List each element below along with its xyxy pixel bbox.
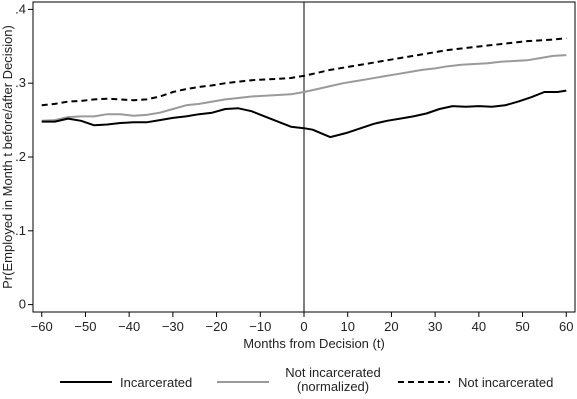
x-tick-label: −30	[162, 319, 184, 334]
y-axis: 0 .1 .2 .3 .4	[15, 1, 33, 312]
series-layer	[41, 37, 567, 139]
series-line-not-incarcerated-normalized	[41, 54, 567, 122]
x-tick-label: −60	[31, 319, 53, 334]
x-tick-label: 10	[340, 319, 354, 334]
x-axis-title: Months from Decision (t)	[243, 336, 385, 351]
x-tick-label: 20	[384, 319, 398, 334]
y-tick-label: .3	[15, 75, 26, 90]
x-tick-label: −10	[249, 319, 271, 334]
x-tick-label: −40	[118, 319, 140, 334]
y-tick-label: .4	[15, 1, 26, 16]
legend-label: Incarcerated	[120, 375, 192, 390]
y-tick-label: 0	[19, 297, 26, 312]
x-tick-label: −20	[206, 319, 228, 334]
y-tick-label: .2	[15, 149, 26, 164]
legend-label: Not incarcerated	[285, 365, 380, 380]
y-axis-title: Pr(Employed in Month t before/after Deci…	[0, 25, 15, 289]
x-tick-label: 50	[515, 319, 529, 334]
x-axis: −60 −50 −40 −30 −20 −10 0 10 20 30 40 50 60	[31, 312, 573, 334]
y-tick-label: .1	[15, 223, 26, 238]
x-tick-label: −50	[74, 319, 96, 334]
x-tick-label: 40	[472, 319, 486, 334]
x-tick-label: 0	[300, 319, 307, 334]
legend-label: Not incarcerated	[458, 375, 553, 390]
series-line-incarcerated	[41, 89, 567, 139]
x-tick-label: 30	[428, 319, 442, 334]
x-tick-label: 60	[559, 319, 573, 334]
series-line-not-incarcerated	[41, 37, 567, 107]
legend-label: (normalized)	[297, 379, 369, 394]
